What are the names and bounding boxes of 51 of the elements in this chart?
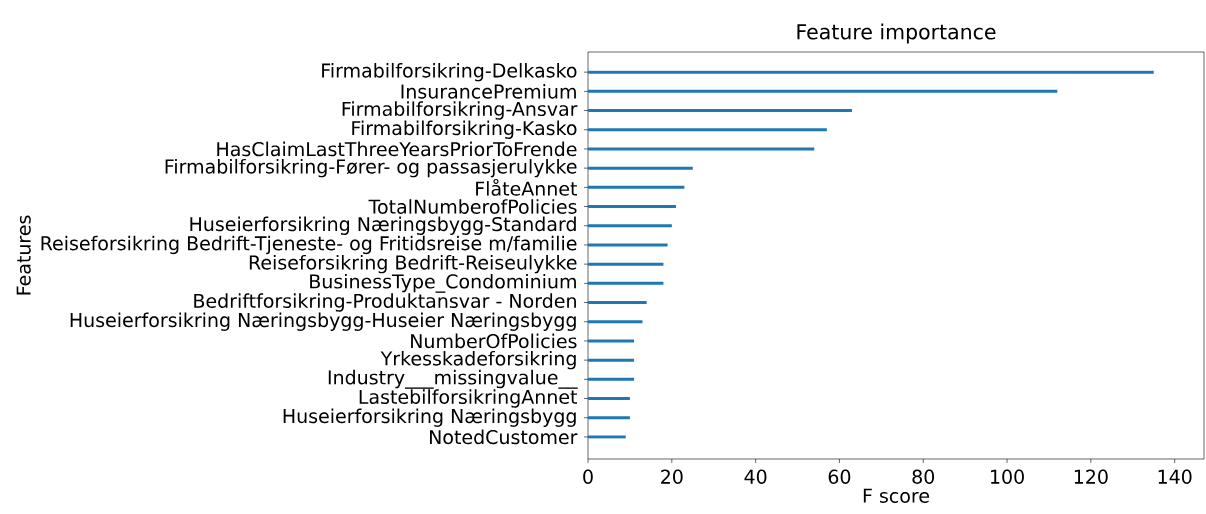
bar (588, 301, 647, 305)
x-tick-label: 100 (991, 469, 1024, 484)
x-tick-label: 60 (828, 469, 851, 484)
y-tick-label: TotalNumberofPolicies (368, 199, 577, 214)
y-tick-label: Firmabilforsikring-Fører- og passasjerulykke (165, 158, 577, 178)
y-tick-label: NumberOfPolicies (411, 333, 577, 349)
bar (588, 416, 630, 420)
x-tick-label: 120 (1074, 469, 1108, 484)
bar (588, 281, 664, 285)
bar (588, 397, 630, 401)
bar (588, 147, 815, 151)
bar (588, 358, 635, 362)
bar (588, 243, 668, 247)
bar (588, 109, 853, 113)
y-tick-label: Yrkesskadeforsikring (380, 350, 576, 370)
y-tick-label: InsurancePremium (401, 84, 576, 99)
y-tick-label: Firmabilforsikring-Kasko (352, 120, 577, 139)
bar (588, 128, 827, 132)
y-tick-label: Firmabilforsikring-Delkasko (322, 62, 577, 82)
y-tick-label: Huseierforsikring Næringsbygg (283, 408, 576, 427)
bar (588, 205, 676, 209)
x-tick-label: 20 (661, 469, 683, 484)
y-tick-label: LastebilforsikringAnnet (359, 389, 578, 408)
bar (588, 339, 635, 343)
x-tick-label: 140 (1158, 469, 1192, 484)
y-tick-label: Bedriftforsikring-Produktansvar - Norden (194, 293, 576, 312)
y-tick-label: BusinessType_Condominium (310, 273, 576, 293)
y-tick-label: NotedCustomer (430, 429, 578, 445)
y-tick-label: FlåteAnnet (476, 178, 578, 196)
y-tick-label: Huseierforsikring Næringsbygg-Standard (190, 216, 576, 235)
bar (588, 377, 635, 381)
bar (588, 166, 693, 170)
y-tick-label: Firmabilforsikring-Ansvar (342, 101, 578, 120)
chart-title: Feature importance (797, 23, 996, 44)
y-tick-label: Reiseforsikring Bedrift-Tjeneste- og Fritidsreise m/familie (41, 235, 577, 255)
x-tick-label: 40 (744, 469, 767, 484)
y-tick-label: HasClaimLastThreeYearsPriorToFrende (217, 141, 577, 157)
x-axis-title: F score (863, 488, 930, 503)
bar (588, 224, 672, 228)
bar (588, 185, 685, 189)
bar (588, 70, 1154, 74)
bar (588, 89, 1058, 93)
y-tick-label: Reiseforsikring Bedrift-Reiseulykke (249, 254, 577, 274)
bar (588, 262, 664, 266)
y-axis-title: Features (16, 215, 31, 295)
x-tick-label: 0 (583, 469, 593, 484)
y-tick-label: Huseierforsikring Næringsbygg-Huseier Næringsbygg (70, 312, 576, 331)
y-tick-label: Industry___missingvalue__ (328, 369, 578, 389)
bar (588, 435, 626, 439)
bar (588, 320, 643, 324)
x-tick-label: 80 (912, 469, 935, 484)
